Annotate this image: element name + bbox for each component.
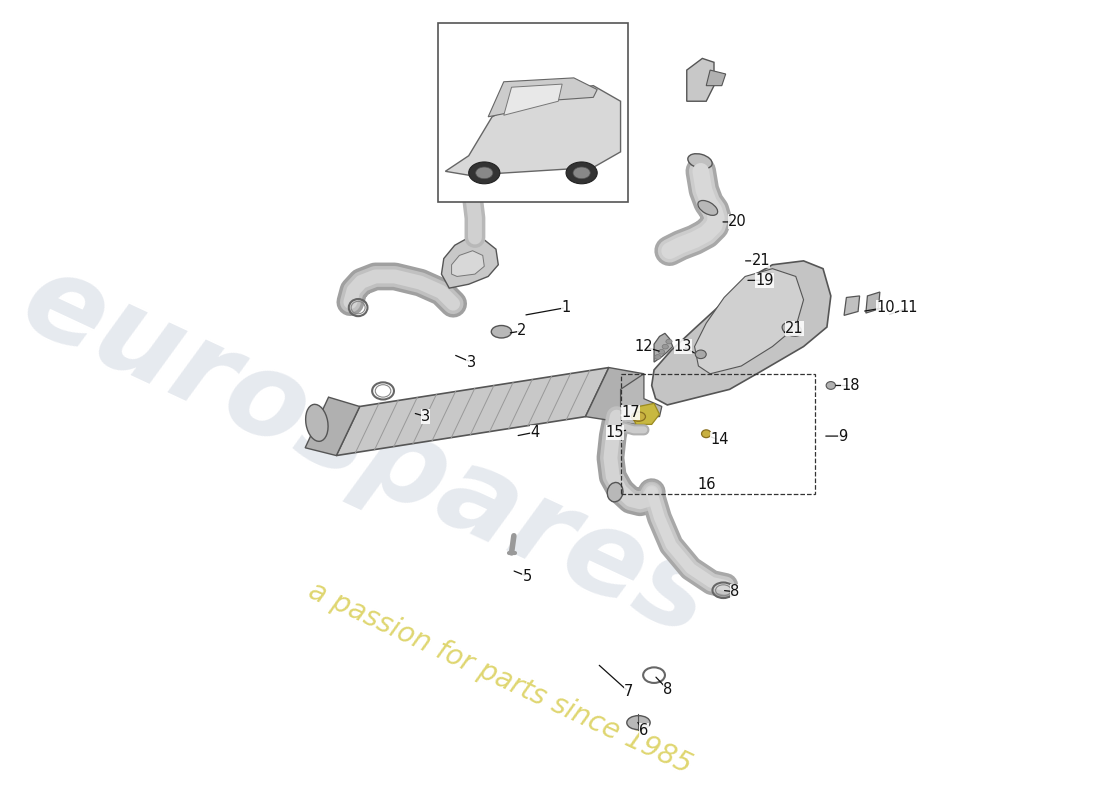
Text: 2: 2 xyxy=(517,323,527,338)
Polygon shape xyxy=(706,70,726,86)
Ellipse shape xyxy=(659,350,664,354)
Ellipse shape xyxy=(666,339,672,344)
Text: 13: 13 xyxy=(673,339,692,354)
Text: 5: 5 xyxy=(522,569,531,584)
Text: 4: 4 xyxy=(530,425,539,440)
Polygon shape xyxy=(337,367,609,455)
Text: 9: 9 xyxy=(838,429,847,443)
Text: eurospares: eurospares xyxy=(6,242,730,662)
Polygon shape xyxy=(654,334,673,362)
Ellipse shape xyxy=(654,354,661,359)
Text: 14: 14 xyxy=(711,433,728,447)
Polygon shape xyxy=(488,78,597,117)
Polygon shape xyxy=(452,250,484,277)
Polygon shape xyxy=(866,292,880,313)
Polygon shape xyxy=(694,269,804,374)
Text: 18: 18 xyxy=(842,378,859,393)
Text: 6: 6 xyxy=(639,723,649,738)
Polygon shape xyxy=(844,296,859,315)
Text: 12: 12 xyxy=(635,339,653,354)
Text: 7: 7 xyxy=(624,684,632,699)
Text: 19: 19 xyxy=(756,273,774,288)
Ellipse shape xyxy=(662,344,669,349)
Ellipse shape xyxy=(702,430,711,438)
Ellipse shape xyxy=(607,482,623,502)
Text: 15: 15 xyxy=(606,425,625,440)
Ellipse shape xyxy=(306,404,328,442)
Polygon shape xyxy=(504,84,562,115)
Ellipse shape xyxy=(826,382,836,390)
Ellipse shape xyxy=(782,322,802,336)
Text: 11: 11 xyxy=(900,300,917,315)
Text: 10: 10 xyxy=(876,300,894,315)
Text: 1: 1 xyxy=(561,300,571,315)
Ellipse shape xyxy=(697,201,717,215)
Text: 16: 16 xyxy=(697,477,715,492)
Ellipse shape xyxy=(695,350,706,358)
Ellipse shape xyxy=(573,167,591,178)
Text: 17: 17 xyxy=(621,406,640,420)
Ellipse shape xyxy=(566,162,597,184)
Polygon shape xyxy=(651,261,830,405)
Polygon shape xyxy=(305,397,360,455)
Text: 3: 3 xyxy=(421,409,430,424)
Polygon shape xyxy=(632,403,660,425)
Polygon shape xyxy=(446,86,620,175)
Text: 8: 8 xyxy=(662,682,672,697)
Text: 8: 8 xyxy=(730,584,739,599)
Polygon shape xyxy=(620,374,662,425)
Text: 21: 21 xyxy=(751,254,770,268)
Ellipse shape xyxy=(469,162,499,184)
Ellipse shape xyxy=(688,154,712,169)
Ellipse shape xyxy=(475,167,493,178)
Ellipse shape xyxy=(492,326,512,338)
Bar xyxy=(620,374,815,494)
Text: a passion for parts since 1985: a passion for parts since 1985 xyxy=(304,576,696,779)
Text: 20: 20 xyxy=(728,214,747,230)
Polygon shape xyxy=(441,238,498,288)
Ellipse shape xyxy=(627,716,650,730)
Text: 3: 3 xyxy=(466,354,475,370)
Text: 21: 21 xyxy=(785,321,803,336)
Polygon shape xyxy=(686,58,714,102)
Ellipse shape xyxy=(631,412,646,422)
Bar xyxy=(438,23,628,202)
Polygon shape xyxy=(585,367,644,422)
